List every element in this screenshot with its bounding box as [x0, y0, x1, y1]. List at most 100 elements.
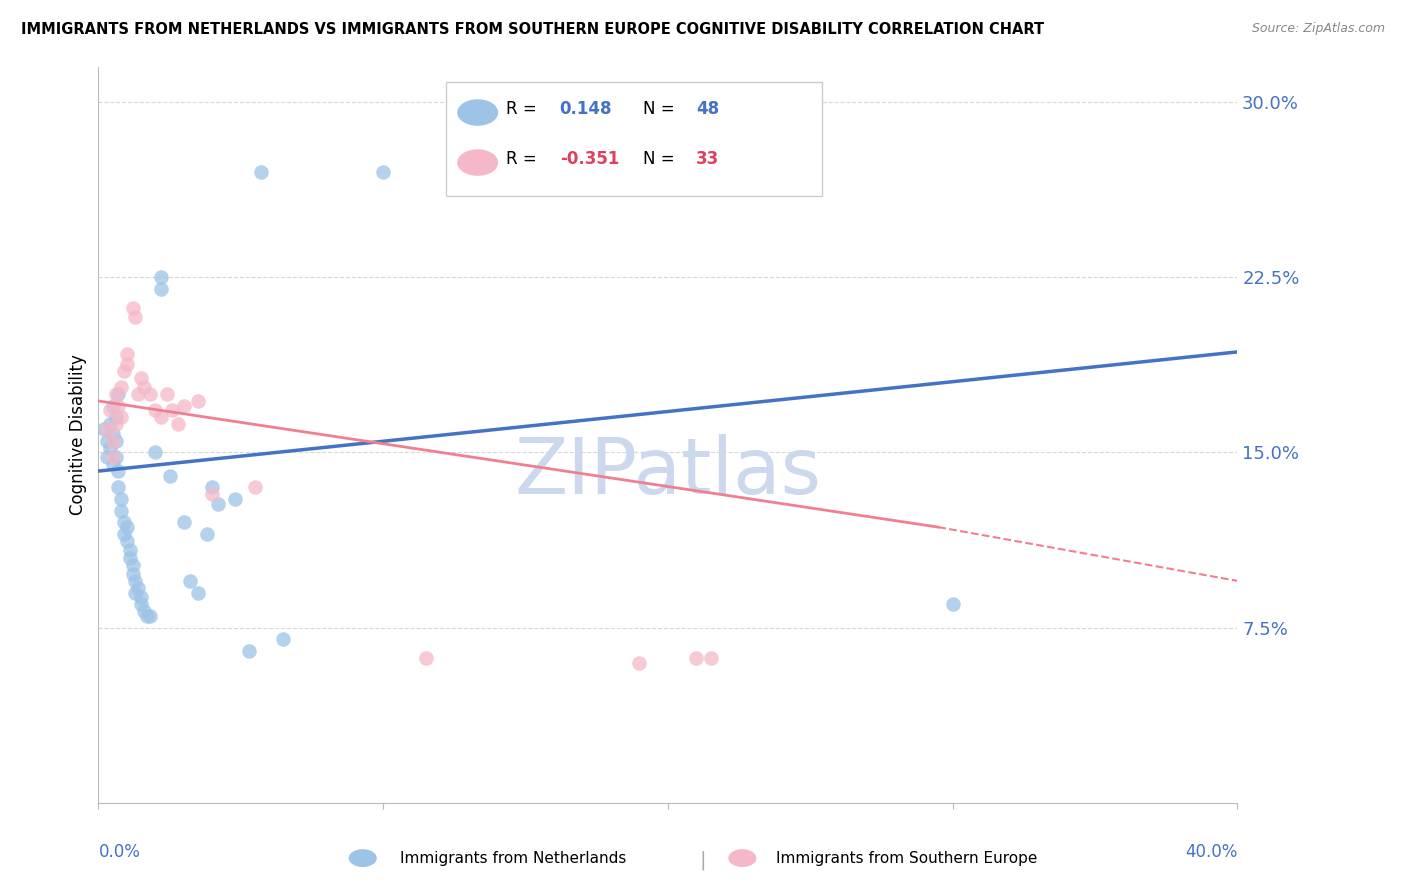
Point — [243, 480, 266, 494]
Point — [112, 516, 135, 530]
Text: Source: ZipAtlas.com: Source: ZipAtlas.com — [1251, 22, 1385, 36]
Point — [138, 608, 160, 623]
Point — [121, 566, 143, 581]
Point — [179, 574, 201, 588]
Point — [98, 417, 121, 432]
Point — [145, 445, 167, 459]
Point — [156, 387, 179, 401]
Point — [127, 581, 149, 595]
Point — [101, 457, 124, 471]
Circle shape — [457, 99, 498, 126]
Point — [224, 492, 246, 507]
Point — [110, 380, 132, 394]
Text: 40.0%: 40.0% — [1185, 843, 1237, 862]
Point — [415, 651, 437, 665]
Circle shape — [457, 149, 498, 176]
Point — [115, 347, 138, 361]
Point — [373, 165, 395, 179]
Point — [145, 403, 167, 417]
Point — [135, 608, 157, 623]
Point — [112, 527, 135, 541]
Point — [207, 497, 229, 511]
Point — [129, 370, 152, 384]
Point — [110, 492, 132, 507]
Point — [699, 651, 721, 665]
Point — [101, 399, 124, 413]
Point — [115, 520, 138, 534]
Point — [101, 450, 124, 464]
Y-axis label: Cognitive Disability: Cognitive Disability — [69, 354, 87, 516]
Text: 48: 48 — [696, 100, 720, 118]
Point — [110, 504, 132, 518]
Text: R =: R = — [506, 100, 543, 118]
Point — [104, 417, 127, 432]
Point — [187, 585, 209, 599]
Point — [115, 357, 138, 371]
Point — [121, 301, 143, 315]
FancyBboxPatch shape — [446, 81, 821, 195]
Text: IMMIGRANTS FROM NETHERLANDS VS IMMIGRANTS FROM SOUTHERN EUROPE COGNITIVE DISABIL: IMMIGRANTS FROM NETHERLANDS VS IMMIGRANT… — [21, 22, 1045, 37]
Point — [107, 387, 129, 401]
Text: ZIPatlas: ZIPatlas — [515, 434, 821, 509]
Text: 0.148: 0.148 — [560, 100, 612, 118]
Text: -0.351: -0.351 — [560, 150, 619, 168]
Point — [201, 487, 224, 501]
Point — [643, 165, 665, 179]
Text: N =: N = — [643, 100, 679, 118]
Point — [115, 534, 138, 549]
Point — [159, 468, 181, 483]
Text: |: | — [700, 850, 706, 870]
Point — [96, 434, 118, 448]
Point — [101, 434, 124, 448]
Point — [127, 387, 149, 401]
Point — [98, 403, 121, 417]
Point — [129, 591, 152, 605]
Text: 33: 33 — [696, 150, 720, 168]
Point — [167, 417, 190, 432]
Point — [124, 574, 146, 588]
Point — [249, 165, 271, 179]
Point — [98, 441, 121, 455]
Point — [150, 410, 173, 425]
Point — [132, 380, 155, 394]
Point — [104, 387, 127, 401]
Text: 0.0%: 0.0% — [98, 843, 141, 862]
Point — [942, 597, 965, 611]
Point — [162, 403, 184, 417]
Point — [107, 399, 129, 413]
Point — [150, 270, 173, 285]
Point — [238, 644, 260, 658]
Point — [118, 543, 141, 558]
Point — [104, 410, 127, 425]
Point — [201, 480, 224, 494]
Point — [138, 387, 160, 401]
Point — [132, 604, 155, 618]
Text: Immigrants from Southern Europe: Immigrants from Southern Europe — [776, 851, 1038, 865]
Point — [107, 464, 129, 478]
Text: R =: R = — [506, 150, 543, 168]
Point — [118, 550, 141, 565]
Point — [195, 527, 218, 541]
Point — [104, 450, 127, 464]
Point — [685, 651, 707, 665]
Point — [173, 516, 195, 530]
Point — [107, 480, 129, 494]
Point — [273, 632, 295, 647]
Point — [129, 597, 152, 611]
Text: N =: N = — [643, 150, 679, 168]
Point — [173, 399, 195, 413]
Point — [93, 422, 115, 436]
Point — [121, 558, 143, 572]
Point — [96, 422, 118, 436]
Point — [110, 410, 132, 425]
Text: Immigrants from Netherlands: Immigrants from Netherlands — [399, 851, 627, 865]
Point — [150, 282, 173, 296]
Point — [124, 585, 146, 599]
Point — [187, 394, 209, 409]
Point — [457, 165, 479, 179]
Point — [104, 434, 127, 448]
Point — [112, 363, 135, 377]
Point — [628, 656, 651, 670]
Point — [96, 450, 118, 464]
Point — [124, 310, 146, 324]
